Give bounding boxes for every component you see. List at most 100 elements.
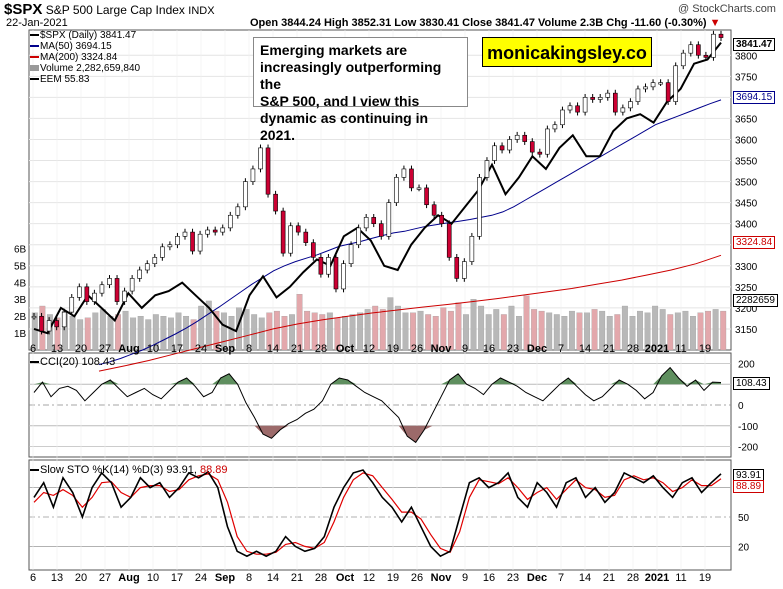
date-tick-label: 26 — [411, 572, 423, 584]
legend-swatch — [30, 65, 39, 72]
legend-eem: EEM 55.83 — [30, 74, 140, 85]
date-tick-label: Dec — [527, 572, 547, 584]
volume-bar — [273, 310, 280, 351]
chart-title: $SPX S&P 500 Large Cap Index INDX — [4, 1, 215, 18]
candle-body — [160, 246, 165, 258]
volume-bar — [614, 314, 621, 351]
candle-body — [333, 257, 339, 290]
volume-bar — [584, 312, 590, 351]
volume-bar — [304, 310, 311, 351]
candle-body — [469, 236, 475, 262]
cci-tick-label: 200 — [738, 359, 755, 370]
candle-body — [99, 284, 105, 294]
date-tick-label: 28 — [315, 572, 327, 584]
candle-body — [311, 242, 316, 258]
volume-bar — [319, 314, 326, 351]
candle-body — [137, 269, 142, 279]
date-tick-label: 2021 — [645, 343, 669, 355]
cci-tick-label: 0 — [738, 401, 744, 412]
candle-body — [205, 229, 210, 235]
candle-body — [514, 134, 520, 140]
volume-bar — [92, 312, 99, 351]
candle-body — [545, 128, 550, 155]
volume-bar — [168, 317, 174, 351]
volume-bar — [198, 305, 205, 351]
candle-body — [326, 257, 331, 275]
candle-body — [680, 52, 686, 67]
price-tick-label: 3150 — [735, 325, 758, 336]
date-tick-label: 21 — [603, 343, 615, 355]
price-tick-label: 3300 — [735, 262, 758, 273]
date-tick-label: Aug — [118, 572, 139, 584]
sto-k-badge: 93.91 — [733, 469, 765, 482]
candle-body — [318, 257, 324, 275]
date-tick-label: 21 — [291, 572, 303, 584]
volume-bar — [463, 314, 469, 351]
sto-tick-label: 50 — [738, 513, 750, 524]
candle-body — [190, 231, 195, 252]
candle-body — [499, 145, 505, 151]
candle-body — [582, 97, 588, 113]
volume-bar — [243, 309, 250, 351]
volume-tick-label: 1B — [14, 329, 27, 340]
volume-bar — [478, 305, 485, 351]
candle-body — [650, 82, 656, 88]
date-tick-label: 13 — [51, 572, 63, 584]
volume-bar — [621, 305, 628, 351]
candle-body — [665, 82, 671, 102]
volume-bar — [311, 312, 318, 351]
cci-series — [33, 366, 722, 444]
date-tick-label: 6 — [30, 572, 36, 584]
volume-bar — [289, 314, 295, 351]
price-tick-label: 3500 — [735, 178, 758, 189]
volume-bar — [712, 309, 719, 351]
date-tick-label: 24 — [195, 343, 207, 355]
volume-bar — [705, 310, 712, 351]
date-tick-label: 8 — [246, 343, 252, 355]
candle-body — [212, 229, 218, 233]
candle-body — [280, 210, 286, 254]
candle-body — [522, 134, 528, 142]
candle-body — [688, 44, 694, 54]
down-marker: ▼ — [709, 17, 721, 29]
candle-body — [628, 101, 633, 109]
volume-bar — [508, 305, 515, 351]
price-legend: $SPX (Daily) 3841.47 MA(50) 3694.15 MA(2… — [30, 30, 140, 85]
date-tick-label: 14 — [579, 572, 591, 584]
ohlc-values: Open 3844.24 High 3852.31 Low 3830.41 Cl… — [250, 17, 707, 29]
legend-label: MA(50) 3694.15 — [40, 41, 112, 52]
cci-badge: 108.43 — [733, 377, 770, 390]
volume-bar — [281, 316, 288, 351]
candle-body — [537, 151, 543, 155]
candle-body — [288, 225, 293, 254]
volume-tick-label: 3B — [14, 295, 27, 306]
date-tick-label: 12 — [363, 572, 375, 584]
candle-body — [167, 244, 173, 248]
volume-bar — [417, 310, 424, 351]
commentary-box: Emerging markets are increasingly outper… — [253, 37, 468, 143]
legend-label: EEM 55.83 — [40, 74, 90, 85]
date-tick-label: 19 — [699, 343, 711, 355]
candle-body — [92, 292, 97, 302]
cci-oversold-fill — [34, 425, 721, 443]
candle-body — [341, 263, 346, 290]
price-tick-label: 3650 — [735, 114, 758, 125]
volume-bar — [326, 312, 333, 351]
volume-bar — [394, 305, 401, 351]
volume-bar — [84, 317, 91, 351]
symbol: $SPX — [4, 1, 43, 18]
brand-banner: monicakingsley.co — [482, 37, 652, 67]
watermark[interactable]: @ StockCharts.com — [678, 3, 776, 15]
date-tick-label: Oct — [336, 343, 355, 355]
volume-bar — [485, 314, 492, 351]
candle-body — [567, 105, 573, 111]
date-tick-label: 21 — [291, 343, 303, 355]
volume-bar — [213, 310, 220, 351]
date-tick-label: 14 — [267, 572, 279, 584]
price-tick-label: 3800 — [735, 51, 758, 62]
candle-body — [46, 320, 52, 332]
legend-label: $SPX (Daily) 3841.47 — [40, 30, 137, 41]
sto-label: Slow STO %K(14) %D(3) 93.91, 88.89 — [30, 465, 228, 476]
volume-bar — [31, 312, 38, 351]
